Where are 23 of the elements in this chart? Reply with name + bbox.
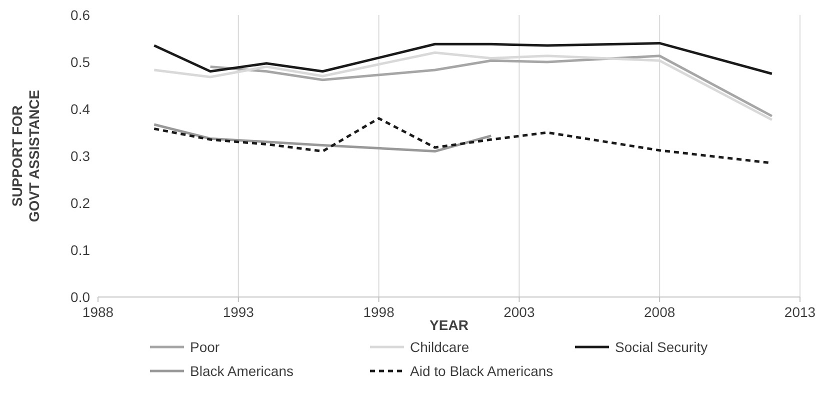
legend-label: Aid to Black Americans <box>410 363 554 379</box>
y-tick-label: 0.2 <box>70 195 90 211</box>
y-tick-label: 0.3 <box>70 148 90 164</box>
x-tick-label: 1993 <box>222 304 254 320</box>
x-tick-label: 2003 <box>504 304 535 320</box>
legend-label: Childcare <box>410 339 470 355</box>
y-tick-label: 0.0 <box>70 289 90 305</box>
y-tick-label: 0.1 <box>70 242 90 258</box>
y-axis-title: SUPPORT FOR GOVT ASSISTANCE <box>9 90 42 222</box>
x-tick-label: 2008 <box>644 304 676 320</box>
x-tick-label: 1998 <box>363 304 395 320</box>
legend-label: Black Americans <box>190 363 294 379</box>
legend-label: Poor <box>190 339 220 355</box>
y-tick-label: 0.4 <box>70 101 90 117</box>
legend-label: Social Security <box>615 339 708 355</box>
line-series <box>152 123 492 153</box>
x-tick-label: 2013 <box>784 304 816 320</box>
y-tick-label: 0.5 <box>70 54 90 70</box>
line-series <box>152 42 774 75</box>
line-series <box>209 54 774 118</box>
x-axis-title: YEAR <box>430 317 468 333</box>
x-tick-label: 1988 <box>82 304 114 320</box>
y-tick-label: 0.6 <box>70 7 90 23</box>
